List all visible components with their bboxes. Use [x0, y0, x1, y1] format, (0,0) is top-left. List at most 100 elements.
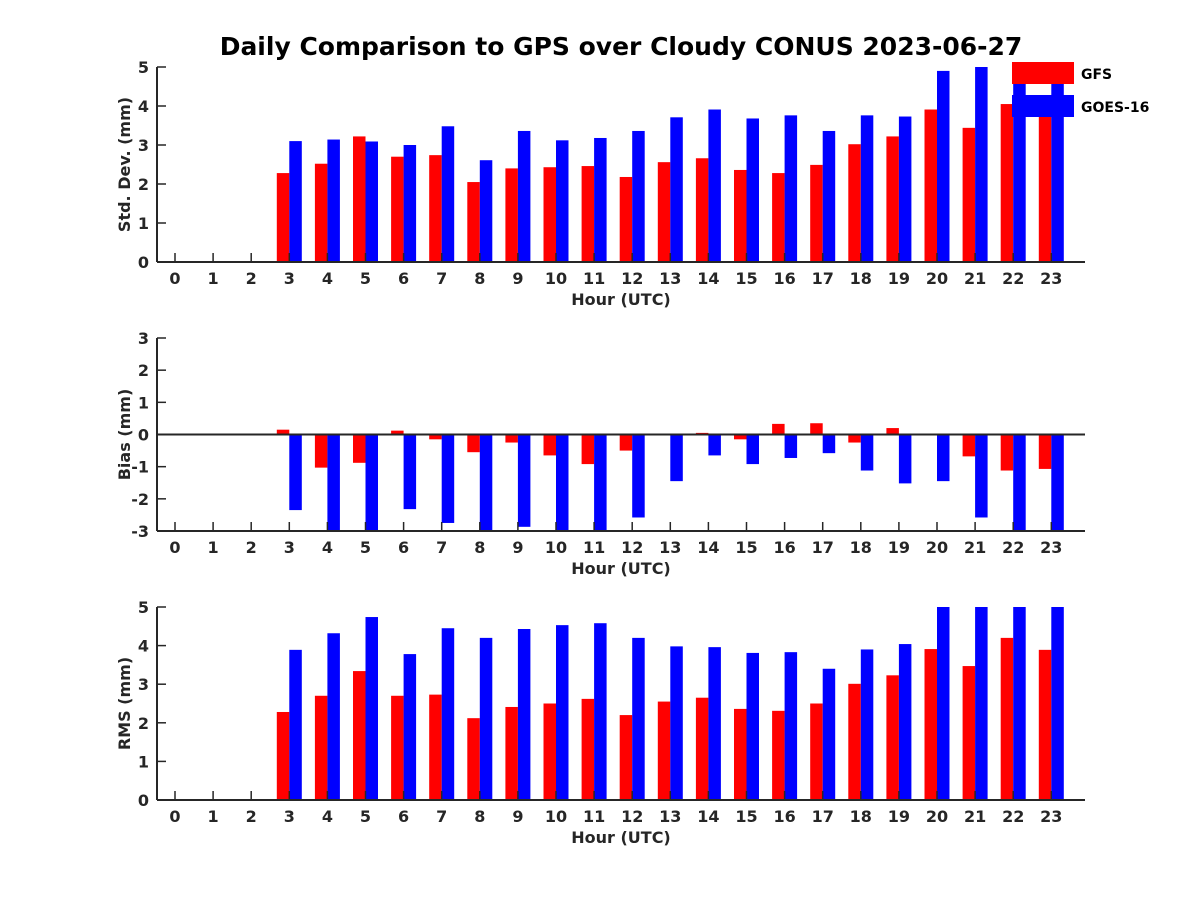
bar-gfs-hour-11 [581, 698, 595, 800]
bar-goes-16-hour-19 [898, 116, 912, 262]
x-tick-label: 0 [169, 538, 180, 557]
x-tick-label: 6 [398, 269, 409, 288]
bar-goes-16-hour-18 [860, 649, 874, 800]
x-tick-label: 11 [583, 269, 605, 288]
x-tick-label: 0 [169, 269, 180, 288]
bar-gfs-hour-4 [314, 163, 328, 262]
bar-gfs-hour-6 [391, 695, 404, 800]
legend-label-gfs: GFS [1081, 67, 1112, 83]
bar-gfs-hour-11 [581, 434, 595, 465]
x-tick-label: 3 [284, 807, 295, 826]
bar-goes-16-hour-5 [365, 617, 378, 800]
x-tick-label: 11 [583, 538, 605, 557]
x-tick-label: 6 [398, 807, 409, 826]
bar-goes-16-hour-11 [594, 434, 607, 531]
bar-goes-16-hour-21 [975, 607, 988, 800]
x-tick-label: 13 [659, 538, 681, 557]
bar-gfs-hour-18 [848, 683, 861, 800]
x-tick-label: 2 [246, 807, 257, 826]
x-tick-label: 19 [888, 269, 910, 288]
bar-gfs-hour-6 [391, 156, 404, 262]
x-axis-label: Hour (UTC) [571, 290, 671, 309]
bar-goes-16-hour-18 [860, 434, 874, 471]
bar-gfs-hour-3 [276, 711, 290, 800]
bar-goes-16-hour-6 [403, 654, 417, 800]
bar-goes-16-hour-15 [746, 118, 759, 262]
bar-gfs-hour-7 [429, 694, 442, 800]
bar-goes-16-hour-3 [289, 649, 302, 800]
x-tick-label: 10 [545, 807, 567, 826]
bar-gfs-hour-16 [772, 423, 785, 435]
bar-goes-16-hour-13 [670, 117, 683, 262]
bar-gfs-hour-18 [848, 434, 861, 443]
bar-gfs-hour-15 [734, 169, 747, 262]
x-tick-label: 23 [1040, 807, 1062, 826]
x-tick-label: 4 [322, 269, 333, 288]
bar-goes-16-hour-20 [937, 70, 950, 263]
x-tick-label: 14 [697, 807, 719, 826]
bar-gfs-hour-20 [924, 649, 937, 800]
y-tick-label: -3 [131, 522, 149, 541]
y-tick-label: 2 [138, 361, 149, 380]
bar-gfs-hour-4 [314, 695, 328, 800]
bar-goes-16-hour-10 [556, 140, 569, 262]
y-tick-label: 0 [138, 253, 149, 272]
bar-gfs-hour-22 [1000, 104, 1014, 262]
bar-gfs-hour-20 [924, 109, 937, 262]
y-tick-label: 3 [138, 136, 149, 155]
bar-gfs-hour-4 [314, 434, 328, 468]
bar-goes-16-hour-16 [784, 115, 798, 262]
bar-goes-16-hour-12 [632, 130, 645, 262]
x-tick-label: 5 [360, 807, 371, 826]
bar-goes-16-hour-10 [556, 625, 569, 800]
bar-gfs-hour-13 [657, 162, 671, 262]
bar-goes-16-hour-4 [327, 139, 340, 262]
bar-goes-16-hour-23 [1051, 607, 1064, 800]
bar-goes-16-hour-22 [1013, 607, 1026, 800]
bar-gfs-hour-16 [772, 710, 785, 800]
x-tick-label: 20 [926, 269, 948, 288]
bar-gfs-hour-23 [1038, 434, 1052, 469]
x-tick-label: 4 [322, 538, 333, 557]
x-tick-label: 8 [474, 538, 485, 557]
y-tick-label: 2 [138, 175, 149, 194]
x-tick-label: 0 [169, 807, 180, 826]
x-tick-label: 2 [246, 538, 257, 557]
bar-goes-16-hour-10 [556, 434, 569, 531]
bar-gfs-hour-9 [505, 434, 518, 443]
bar-goes-16-hour-17 [822, 668, 836, 800]
y-tick-label: -2 [131, 490, 149, 509]
bar-goes-16-hour-22 [1013, 434, 1026, 531]
bar-goes-16-hour-21 [975, 434, 988, 518]
legend: GFS GOES-16 [1012, 62, 1149, 117]
bar-goes-16-hour-17 [822, 130, 836, 262]
bar-gfs-hour-5 [353, 434, 366, 463]
bar-goes-16-hour-7 [441, 434, 455, 523]
x-tick-label: 1 [208, 538, 219, 557]
x-tick-label: 21 [964, 269, 986, 288]
x-axis-label: Hour (UTC) [571, 828, 671, 847]
bar-goes-16-hour-14 [708, 109, 721, 262]
x-tick-label: 13 [659, 807, 681, 826]
bar-gfs-hour-9 [505, 706, 518, 800]
x-tick-label: 17 [812, 538, 834, 557]
bar-goes-16-hour-6 [403, 145, 417, 262]
bar-gfs-hour-12 [619, 434, 633, 451]
x-tick-label: 4 [322, 807, 333, 826]
x-tick-label: 23 [1040, 538, 1062, 557]
y-tick-label: 5 [138, 598, 149, 617]
bar-goes-16-hour-20 [937, 434, 950, 482]
bar-goes-16-hour-23 [1051, 434, 1064, 531]
bar-gfs-hour-22 [1000, 637, 1014, 800]
x-tick-label: 15 [735, 807, 757, 826]
bar-goes-16-hour-8 [479, 160, 493, 262]
x-tick-label: 16 [773, 269, 795, 288]
x-tick-label: 1 [208, 807, 219, 826]
bar-gfs-hour-15 [734, 708, 747, 800]
bar-gfs-hour-14 [695, 158, 709, 262]
x-tick-label: 9 [512, 269, 523, 288]
x-tick-label: 20 [926, 538, 948, 557]
x-tick-label: 8 [474, 807, 485, 826]
x-tick-label: 22 [1002, 538, 1024, 557]
